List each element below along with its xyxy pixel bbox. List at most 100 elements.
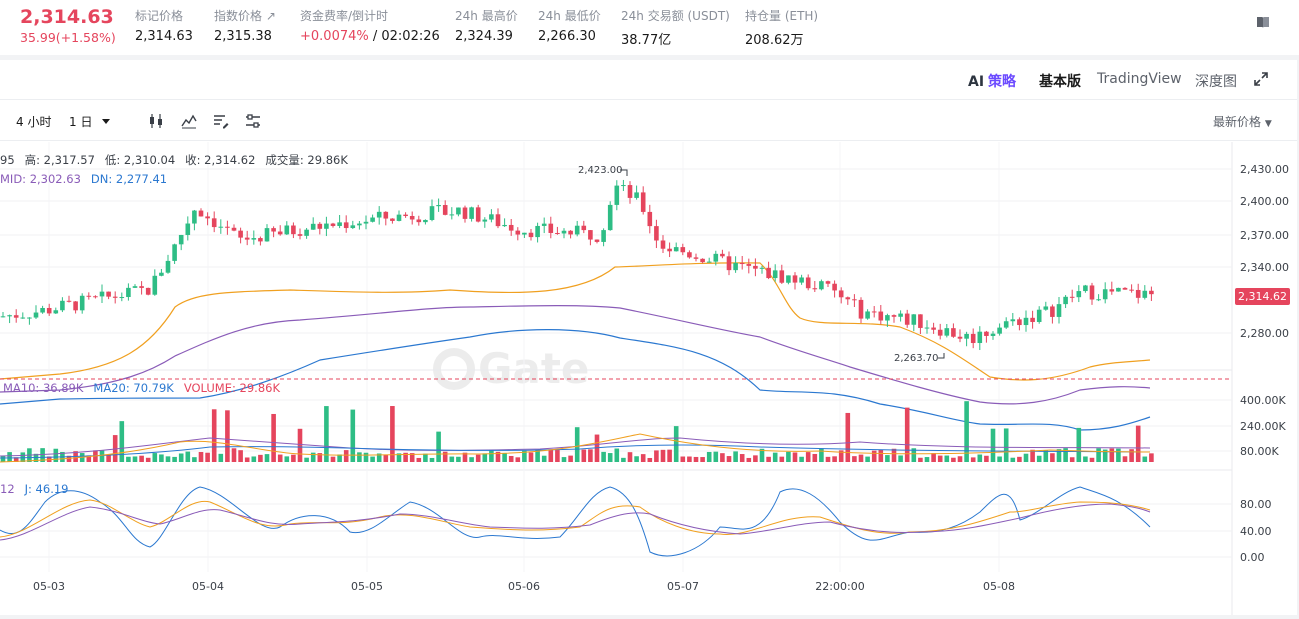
volume-bar — [297, 428, 303, 462]
volume-bar — [601, 451, 606, 462]
candle-body — [7, 315, 12, 317]
candle-body — [198, 210, 204, 217]
candle-body — [172, 244, 177, 261]
volume-bar — [937, 455, 943, 462]
candle-body — [60, 300, 65, 311]
candle-body — [73, 301, 78, 311]
volume-bar — [390, 406, 395, 462]
high-marker-label: 2,423.00 — [578, 165, 623, 176]
candle-body — [779, 270, 785, 283]
candlestick-icon[interactable] — [148, 113, 164, 129]
volume-bar — [1069, 457, 1075, 462]
stat-funding-rate: 资金费率/倒计时 +0.0074% / 02:02:26 — [300, 9, 440, 44]
candle-body — [574, 225, 580, 235]
candle-body — [1096, 299, 1101, 301]
candle-body — [330, 223, 336, 226]
volume-bar — [1142, 456, 1148, 462]
volume-bar — [726, 456, 732, 462]
volume-ma20-line — [0, 444, 1151, 459]
candle-body — [918, 314, 923, 328]
book-icon[interactable] — [1256, 16, 1270, 29]
volume-bar — [654, 450, 659, 462]
candle-body — [667, 248, 672, 252]
candle-body — [284, 225, 290, 235]
candle-body — [680, 247, 686, 253]
volume-bar — [205, 452, 210, 462]
candle-body — [634, 192, 639, 198]
volume-bar — [370, 456, 375, 462]
candle-body — [944, 328, 950, 336]
candle-body — [152, 275, 158, 295]
stat-index-price[interactable]: 指数价格 ↗ 2,315.38 — [214, 9, 276, 44]
low-marker-pointer — [938, 353, 945, 359]
view-basic[interactable]: 基本版 — [1039, 74, 1081, 90]
candle-body — [647, 211, 653, 227]
candle-body — [13, 315, 19, 318]
kdj-tick-label: 80.00 — [1240, 498, 1272, 511]
volume-bar — [733, 451, 738, 462]
candle-body — [627, 185, 633, 198]
interval-4h[interactable]: 4 小时 — [16, 115, 52, 129]
volume-bar — [911, 448, 917, 462]
volume-bar — [832, 456, 837, 462]
volume-bar — [1083, 456, 1088, 462]
volume-bar — [139, 455, 144, 462]
volume-bar — [918, 457, 923, 462]
view-ai-strategy[interactable]: AI 策略 — [968, 74, 1017, 90]
expand-icon[interactable] — [1253, 71, 1269, 87]
candle-body — [1056, 304, 1062, 317]
kline-chart[interactable]: Gate 2,430.00 2,400.00 2,370.00 2,340.00 2,2… — [0, 142, 1297, 615]
candle-body — [1023, 317, 1029, 326]
price-tick-label: 2,430.00 — [1240, 163, 1289, 176]
volume-bar — [522, 450, 527, 462]
candle-body — [304, 229, 309, 236]
volume-bar — [772, 452, 778, 462]
volume-bar — [931, 453, 936, 462]
candle-body — [561, 230, 567, 234]
candle-body — [654, 226, 659, 241]
kdj-d-line — [0, 503, 1151, 541]
candle-body — [1116, 287, 1121, 292]
candle-body — [106, 291, 111, 297]
view-depth[interactable]: 深度图 — [1195, 74, 1237, 90]
candle-body — [416, 219, 422, 223]
volume-bar — [185, 451, 191, 462]
candle-body — [93, 296, 98, 298]
drawing-tools-icon[interactable] — [213, 113, 229, 129]
candle-body — [46, 307, 52, 314]
indicator-icon[interactable] — [181, 113, 197, 129]
candle-body — [291, 225, 296, 235]
candle-body — [819, 281, 824, 290]
volume-bar — [627, 452, 633, 462]
volume-bar — [574, 427, 580, 462]
volume-bar — [792, 452, 798, 462]
ohlc-legend: 95 高: 2,317.57 低: 2,310.04 收: 2,314.62 成交量: … — [0, 153, 348, 167]
volume-bar — [555, 450, 560, 462]
volume-bar — [871, 450, 877, 462]
volume-bar — [324, 406, 329, 462]
price-change: 35.99(+1.58%) — [20, 30, 116, 45]
candle-body — [812, 288, 818, 290]
candle-body — [621, 185, 626, 187]
candle-body — [449, 214, 455, 216]
candle-body — [977, 331, 983, 344]
settings-sliders-icon[interactable] — [245, 113, 261, 129]
volume-bar — [607, 453, 613, 462]
stat-24h-low: 24h 最低价 2,266.30 — [538, 9, 601, 44]
stat-open-interest: 持仓量 (ETH) 208.62万 — [745, 9, 819, 48]
volume-bar — [713, 451, 719, 462]
interval-1d[interactable]: 1 日 — [69, 115, 93, 129]
volume-bar — [66, 455, 72, 462]
volume-bar — [812, 453, 818, 462]
view-tradingview[interactable]: TradingView — [1097, 71, 1182, 87]
price-type-select[interactable]: 最新价格 ▼ — [1213, 115, 1272, 129]
caret-down-icon[interactable] — [101, 116, 111, 126]
kdj-j-line — [0, 486, 1151, 557]
candle-body — [1083, 285, 1088, 292]
candle-body — [192, 210, 197, 224]
candle-body — [53, 310, 59, 314]
candle-body — [79, 295, 85, 311]
candle-body — [515, 230, 521, 235]
candle-body — [898, 313, 903, 317]
candle-body — [951, 328, 956, 337]
